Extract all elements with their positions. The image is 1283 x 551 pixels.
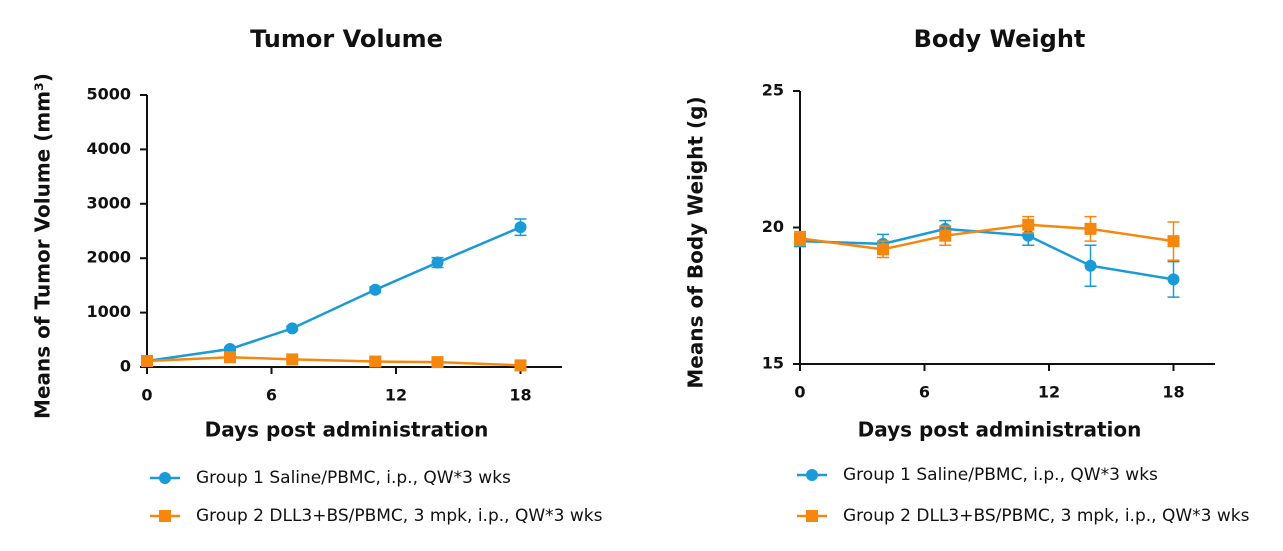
marker bbox=[1167, 235, 1180, 248]
marker bbox=[1084, 259, 1097, 272]
y-tick-label: 5000 bbox=[86, 85, 131, 104]
y-tick-label: 0 bbox=[120, 357, 131, 376]
legend-marker bbox=[806, 510, 818, 522]
x-axis-label: Days post administration bbox=[205, 418, 489, 442]
y-tick-label: 15 bbox=[762, 354, 784, 373]
legend-marker bbox=[806, 469, 818, 481]
marker bbox=[939, 229, 952, 242]
marker bbox=[141, 355, 153, 368]
series-line bbox=[799, 227, 1174, 281]
x-tick-label: 12 bbox=[1038, 383, 1060, 402]
legend-label: Group 1 Saline/PBMC, i.p., QW*3 wks bbox=[196, 468, 511, 488]
legend-marker bbox=[159, 510, 171, 522]
marker bbox=[369, 355, 382, 368]
chart-title: Tumor Volume bbox=[250, 25, 443, 53]
x-axis-label: Days post administration bbox=[858, 418, 1142, 442]
series-line bbox=[799, 223, 1174, 251]
marker bbox=[794, 232, 806, 245]
marker bbox=[1022, 218, 1035, 231]
y-axis-label: Means of Tumor Volume (mm³) bbox=[31, 73, 55, 419]
legend-label: Group 2 DLL3+BS/PBMC, 3 mpk, i.p., QW*3 … bbox=[196, 506, 603, 526]
marker bbox=[286, 322, 299, 335]
legend-marker bbox=[159, 472, 171, 484]
y-tick-label: 1000 bbox=[86, 302, 131, 321]
marker bbox=[431, 356, 444, 369]
marker bbox=[877, 243, 889, 256]
x-tick-label: 6 bbox=[919, 383, 930, 402]
marker bbox=[286, 353, 299, 366]
legend-label: Group 2 DLL3+BS/PBMC, 3 mpk, i.p., QW*3 … bbox=[843, 506, 1250, 526]
marker bbox=[431, 256, 444, 269]
marker bbox=[369, 283, 382, 296]
marker bbox=[514, 359, 527, 372]
x-tick-label: 18 bbox=[1162, 383, 1184, 402]
legend-label: Group 1 Saline/PBMC, i.p., QW*3 wks bbox=[843, 465, 1158, 485]
y-tick-label: 20 bbox=[762, 217, 784, 236]
series-line bbox=[146, 226, 521, 363]
y-tick-label: 2000 bbox=[86, 248, 131, 267]
x-tick-label: 12 bbox=[385, 386, 407, 405]
marker bbox=[1084, 222, 1097, 235]
x-tick-label: 18 bbox=[509, 386, 531, 405]
marker bbox=[1167, 273, 1180, 286]
y-tick-label: 4000 bbox=[86, 139, 131, 158]
y-tick-label: 3000 bbox=[86, 193, 131, 212]
marker bbox=[224, 351, 236, 364]
chart-title: Body Weight bbox=[914, 25, 1086, 53]
y-axis-label: Means of Body Weight (g) bbox=[684, 96, 708, 388]
series-line bbox=[146, 355, 521, 367]
y-tick-label: 25 bbox=[762, 81, 784, 100]
marker bbox=[514, 221, 527, 234]
x-tick-label: 0 bbox=[794, 383, 805, 402]
x-tick-label: 6 bbox=[266, 386, 277, 405]
x-tick-label: 0 bbox=[141, 386, 152, 405]
